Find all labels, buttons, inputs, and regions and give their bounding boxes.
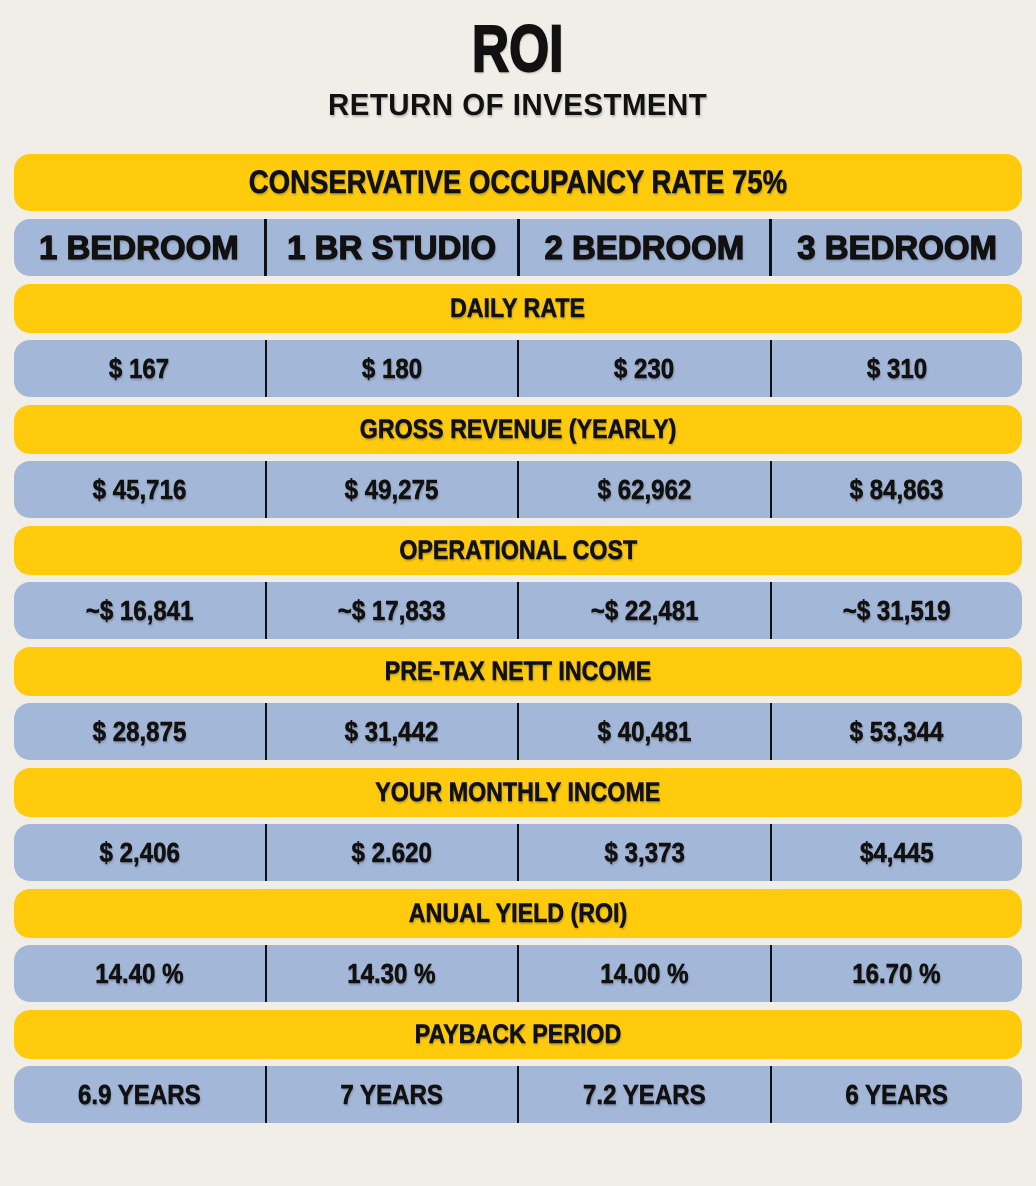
value-cell: $4,445 (769, 824, 1023, 881)
section-label-payback-period: PAYBACK PERIOD (14, 1010, 1022, 1059)
value-cell: $ 3,373 (517, 824, 770, 881)
value-row-anual-yield: 14.40 % 14.30 % 14.00 % 16.70 % (14, 945, 1022, 1002)
value-cell: 14.30 % (264, 945, 518, 1002)
value-cell: $ 28,875 (92, 715, 187, 747)
value-cell: $ 40,481 (517, 703, 770, 760)
value-cell: 7 YEARS (264, 1066, 518, 1123)
value-row-pretax-nett-income: $ 28,875 $ 31,442 $ 40,481 $ 53,344 (14, 703, 1022, 760)
page-header: ROI RETURN OF INVESTMENT (0, 0, 1036, 122)
roi-table: CONSERVATIVE OCCUPANCY RATE 75% 1 BEDROO… (14, 154, 1022, 1123)
value-cell: $ 310 (769, 340, 1023, 397)
section-label-gross-revenue: GROSS REVENUE (YEARLY) (14, 405, 1022, 454)
value-cell: $ 230 (517, 340, 770, 397)
section-label-monthly-income: YOUR MONTHLY INCOME (14, 768, 1022, 817)
value-row-operational-cost: ~$ 16,841 ~$ 17,833 ~$ 22,481 ~$ 31,519 (14, 582, 1022, 639)
section-label-daily-rate: DAILY RATE (14, 284, 1022, 333)
value-cell: $ 53,344 (769, 703, 1023, 760)
occupancy-rate-banner: CONSERVATIVE OCCUPANCY RATE 75% (14, 154, 1022, 211)
value-row-gross-revenue: $ 45,716 $ 49,275 $ 62,962 $ 84,863 (14, 461, 1022, 518)
value-cell: 6 YEARS (769, 1066, 1023, 1123)
value-cell: ~$ 17,833 (264, 582, 518, 639)
section-label-anual-yield: ANUAL YIELD (ROI) (14, 889, 1022, 938)
value-cell: $ 84,863 (769, 461, 1023, 518)
value-cell: $ 180 (264, 340, 518, 397)
value-cell: $ 2,406 (99, 836, 180, 868)
value-cell: $ 49,275 (264, 461, 518, 518)
value-cell: $ 31,442 (264, 703, 518, 760)
occupancy-rate-banner-label: CONSERVATIVE OCCUPANCY RATE 75% (248, 164, 788, 201)
value-cell: $ 2.620 (264, 824, 518, 881)
value-cell: $ 45,716 (92, 473, 187, 505)
value-cell: ~$ 22,481 (517, 582, 770, 639)
column-header-2-bedroom: 2 BEDROOM (516, 219, 770, 276)
value-row-daily-rate: $ 167 $ 180 $ 230 $ 310 (14, 340, 1022, 397)
value-cell: ~$ 16,841 (85, 594, 194, 626)
value-row-payback-period: 6.9 YEARS 7 YEARS 7.2 YEARS 6 YEARS (14, 1066, 1022, 1123)
value-cell: 6.9 YEARS (77, 1078, 201, 1110)
value-row-monthly-income: $ 2,406 $ 2.620 $ 3,373 $4,445 (14, 824, 1022, 881)
column-header-1-br-studio: 1 BR STUDIO (263, 219, 517, 276)
page-subtitle: RETURN OF INVESTMENT (328, 87, 708, 122)
section-label-operational-cost: OPERATIONAL COST (14, 526, 1022, 575)
page-title: ROI (471, 11, 564, 85)
value-cell: 14.00 % (517, 945, 770, 1002)
value-cell: $ 167 (109, 352, 170, 384)
value-cell: 7.2 YEARS (517, 1066, 770, 1123)
value-cell: ~$ 31,519 (769, 582, 1023, 639)
column-header-3-bedroom: 3 BEDROOM (769, 219, 1022, 276)
value-cell: 14.40 % (95, 957, 184, 989)
section-label-pretax-nett-income: PRE-TAX NETT INCOME (14, 647, 1022, 696)
value-cell: $ 62,962 (517, 461, 770, 518)
column-header-row: 1 BEDROOM 1 BR STUDIO 2 BEDROOM 3 BEDROO… (14, 219, 1022, 276)
value-cell: 16.70 % (769, 945, 1023, 1002)
column-header-1-bedroom: 1 BEDROOM (38, 228, 239, 266)
